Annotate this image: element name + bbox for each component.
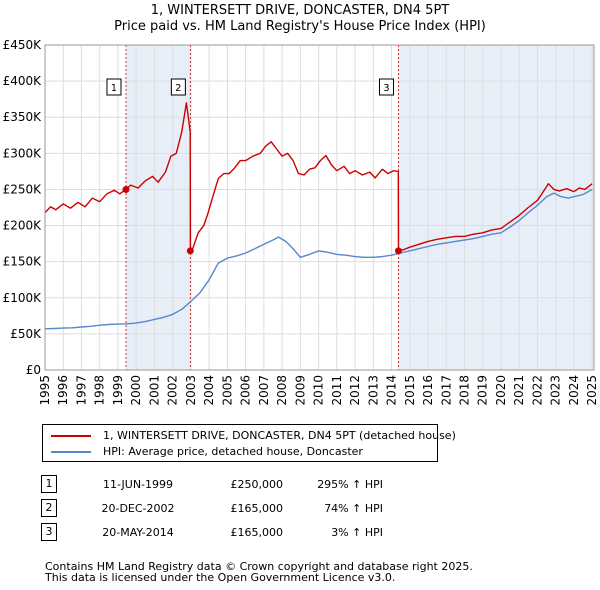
x-tick-label: 2019 <box>476 375 490 406</box>
sale-points <box>122 185 402 255</box>
sale-marker: 2 <box>170 78 186 96</box>
sale-marker: 1 <box>106 78 122 96</box>
sale-marker: 3 <box>378 78 394 96</box>
sales-table: 1 11-JUN-1999 £250,000 295% ↑ HPI 2 20-D… <box>38 472 383 544</box>
x-tick-label: 2007 <box>257 375 271 406</box>
x-tick-label: 2017 <box>439 375 453 406</box>
x-tick-label: 2011 <box>330 375 344 406</box>
footer-licence: This data is licensed under the Open Gov… <box>45 571 396 584</box>
x-tick-label: 1999 <box>111 375 125 406</box>
legend-label-property: 1, WINTERSETT DRIVE, DONCASTER, DN4 5PT … <box>103 429 456 442</box>
y-tick-label: £350K <box>3 110 43 124</box>
table-row: 1 11-JUN-1999 £250,000 295% ↑ HPI <box>38 472 383 496</box>
legend-label-hpi: HPI: Average price, detached house, Donc… <box>103 445 363 458</box>
series-lines <box>44 102 593 330</box>
sale-marker-label: 2 <box>175 83 181 94</box>
sale-marker-box <box>378 78 394 96</box>
sale-number-badge: 1 <box>41 475 57 493</box>
x-tick-label: 1995 <box>38 375 52 406</box>
x-tick-label: 2009 <box>293 375 307 406</box>
x-tick-label: 1996 <box>56 375 70 406</box>
x-tick-label: 2001 <box>147 375 161 406</box>
sale-point <box>394 247 402 255</box>
sale-date: 20-DEC-2002 <box>101 501 175 515</box>
x-tick-label: 1998 <box>93 375 107 406</box>
x-tick-label: 2018 <box>458 375 472 406</box>
y-tick-label: £100K <box>3 291 43 305</box>
y-tick-label: £300K <box>3 146 43 160</box>
x-tick-label: 2003 <box>184 375 198 406</box>
x-tick-label: 2000 <box>129 375 143 406</box>
sale-marker-box <box>106 78 122 96</box>
series-line-property <box>44 102 593 252</box>
shaded-period <box>125 45 191 370</box>
sale-price: £250,000 <box>230 477 284 491</box>
y-tick-label: £400K <box>3 74 43 88</box>
chart-title: Price paid vs. HM Land Registry's House … <box>114 19 486 34</box>
x-tick-label: 2021 <box>512 375 526 406</box>
x-tick-label: 2025 <box>585 375 599 406</box>
sale-marker-label: 3 <box>383 83 389 94</box>
sale-point <box>186 247 194 255</box>
sale-date: 11-JUN-1999 <box>102 477 174 491</box>
x-tick-label: 2008 <box>275 375 289 406</box>
x-tick-label: 2023 <box>549 375 563 406</box>
legend-swatch-hpi <box>51 451 91 453</box>
table-row: 2 20-DEC-2002 £165,000 74% ↑ HPI <box>38 496 383 520</box>
sale-price: £165,000 <box>230 501 284 515</box>
sale-marker-box <box>170 78 186 96</box>
series-line-hpi <box>44 188 593 330</box>
sale-point <box>122 185 130 193</box>
x-tick-label: 2020 <box>494 375 508 406</box>
y-tick-label: £50K <box>10 327 42 341</box>
x-tick-label: 2010 <box>312 375 326 406</box>
x-tick-label: 2002 <box>166 375 180 406</box>
legend: 1, WINTERSETT DRIVE, DONCASTER, DN4 5PT … <box>42 424 456 462</box>
chart-title-address: 1, WINTERSETT DRIVE, DONCASTER, DN4 5PT <box>150 3 450 18</box>
sale-marker-label: 1 <box>111 83 117 94</box>
shaded-periods <box>125 45 594 370</box>
footer: Contains HM Land Registry data © Crown c… <box>45 561 473 583</box>
x-tick-label: 2005 <box>220 375 234 406</box>
x-tick-label: 2004 <box>202 375 216 406</box>
sale-markers: 1 2 3 <box>106 78 394 96</box>
x-tick-label: 2015 <box>403 375 417 406</box>
sale-hpi-change: 3% ↑ HPI <box>331 525 383 539</box>
y-tick-label: £450K <box>3 38 43 52</box>
x-tick-label: 2016 <box>421 375 435 406</box>
sale-number-badge: 2 <box>41 499 57 517</box>
sale-number-badge: 3 <box>41 523 57 541</box>
plot-border <box>44 44 595 371</box>
footer-copyright: Contains HM Land Registry data © Crown c… <box>45 560 473 573</box>
x-axis-ticks: 1995 1996 1997 1998 1999 2000 2001 2002 2003 2004… <box>38 375 599 406</box>
x-tick-label: 1997 <box>74 375 88 406</box>
y-tick-label: £0 <box>26 363 41 377</box>
x-tick-label: 2013 <box>366 375 380 406</box>
shaded-period <box>398 45 594 370</box>
x-tick-label: 2012 <box>348 375 362 406</box>
grid <box>44 44 594 371</box>
sale-hpi-change: 295% ↑ HPI <box>317 477 383 491</box>
y-axis-ticks: £0 £50K £100K £150K £200K £250K £300K £350K £400… <box>3 38 43 377</box>
x-tick-label: 2014 <box>385 375 399 406</box>
x-tick-label: 2022 <box>530 375 544 406</box>
y-tick-label: £250K <box>3 182 43 196</box>
sale-price: £165,000 <box>230 525 284 539</box>
y-tick-label: £150K <box>3 255 43 269</box>
x-tick-label: 2024 <box>567 375 581 406</box>
sale-hpi-change: 74% ↑ HPI <box>324 501 383 515</box>
price-chart: 1 2 3 £0 £50K £100K £150K £200K £250K £300K £350K… <box>3 38 600 406</box>
sale-date: 20-MAY-2014 <box>102 525 174 539</box>
table-row: 3 20-MAY-2014 £165,000 3% ↑ HPI <box>38 520 383 544</box>
legend-swatch-property <box>51 435 91 437</box>
x-tick-label: 2006 <box>239 375 253 406</box>
y-tick-label: £200K <box>3 219 43 233</box>
